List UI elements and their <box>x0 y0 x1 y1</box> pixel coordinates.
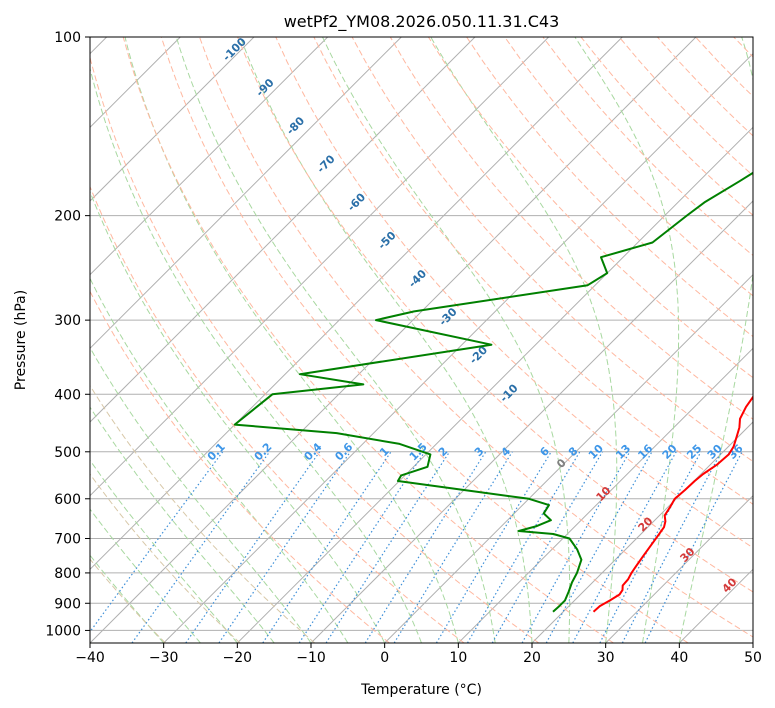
x-tick-label: 20 <box>523 650 541 666</box>
moist-adiabat-line <box>678 37 753 643</box>
mixing-ratio-line <box>262 451 392 643</box>
dry-adiabat-line <box>199 37 753 638</box>
y-axis-ticks: 100 200 300 400 500 600 700 800 900 1000 <box>45 30 90 639</box>
isotherm-line <box>90 37 255 202</box>
isotherm-line <box>457 347 753 643</box>
moist-adiabat-line <box>90 554 165 643</box>
temperature-profile-line <box>592 395 753 613</box>
sounding-profiles <box>233 171 753 613</box>
x-axis-label: Temperature (°C) <box>360 682 482 698</box>
dry-adiabat-line <box>90 185 465 643</box>
mixing-ratio-line <box>90 451 224 633</box>
mixing-ratio-line <box>545 451 653 643</box>
dry-adiabat-line <box>313 37 753 505</box>
dry-adiabat-line <box>275 37 753 549</box>
dry-adiabat-line <box>160 37 689 643</box>
mixing-ratio-line <box>131 451 271 643</box>
x-tick-label: 30 <box>597 650 615 666</box>
mixing-ratio-line <box>599 451 702 643</box>
isotherm-line <box>384 273 753 643</box>
x-tick-label: 40 <box>670 650 688 666</box>
isotherm-line <box>310 200 753 643</box>
x-tick-label: −40 <box>75 650 105 666</box>
background-lines <box>90 37 753 643</box>
isotherm-line <box>605 494 753 643</box>
chart-title: wetPf2_YM08.2026.050.11.31.C43 <box>284 12 560 32</box>
moist-adiabat-line <box>90 66 422 643</box>
isotherm-line <box>236 126 753 643</box>
isotherm-line <box>90 37 476 423</box>
dry-adiabat-line <box>466 37 753 338</box>
mixing-ratio-line <box>298 451 426 643</box>
dry-adiabat-line <box>90 473 241 643</box>
mixing-ratio-line <box>435 451 552 643</box>
dry-adiabat-line <box>237 37 753 593</box>
dry-adiabat-line <box>351 37 753 463</box>
moist-adiabat-line <box>322 37 571 643</box>
dry-adiabat-line <box>90 290 390 643</box>
x-tick-label: 10 <box>449 650 467 666</box>
y-tick-label: 500 <box>54 445 81 461</box>
isotherm-line <box>90 37 550 497</box>
dry-adiabat-line <box>90 55 540 643</box>
dewpoint-profile-line <box>233 171 753 613</box>
x-tick-label: 0 <box>380 650 389 666</box>
y-tick-label: 300 <box>54 313 81 329</box>
mixing-ratio-line <box>572 451 677 643</box>
mixing-ratio-line <box>644 451 743 643</box>
mixing-ratio-line <box>185 451 321 643</box>
y-axis-label: Pressure (hPa) <box>13 290 29 390</box>
y-tick-label: 700 <box>54 532 81 548</box>
y-tick-label: 1000 <box>45 623 81 639</box>
isotherm-line <box>90 37 623 571</box>
mixing-ratio-line <box>364 451 487 643</box>
moist-adiabat-line <box>90 190 386 643</box>
isotherm-line <box>531 421 753 643</box>
dry-adiabat-line <box>90 558 166 643</box>
x-tick-label: 50 <box>744 650 762 666</box>
isotherm-line <box>90 37 402 350</box>
y-tick-label: 200 <box>54 209 81 225</box>
dry-adiabat-line <box>504 37 753 297</box>
moist-adiabat-line <box>90 346 312 643</box>
dry-adiabat-line <box>122 37 614 643</box>
y-tick-label: 900 <box>54 596 81 612</box>
y-tick-label: 800 <box>54 566 81 582</box>
moist-adiabat-line <box>90 406 275 643</box>
y-tick-label: 400 <box>54 387 81 403</box>
isotherm-line <box>90 37 697 643</box>
plot-frame <box>89 36 754 644</box>
y-tick-label: 600 <box>54 492 81 508</box>
dry-adiabat-line <box>389 37 753 420</box>
x-tick-label: −10 <box>296 650 326 666</box>
moist-adiabat-line <box>124 37 459 643</box>
isotherm-line <box>90 37 329 276</box>
y-tick-label: 100 <box>54 30 81 46</box>
moist-adiabat-line <box>90 459 238 643</box>
moist-adiabat-line <box>430 37 618 643</box>
dry-adiabat-line <box>90 384 316 643</box>
mixing-ratio-line <box>218 451 351 643</box>
x-axis-ticks: −40 −30 −20 −10 0 10 20 30 40 50 <box>75 643 762 666</box>
mixing-ratio-line <box>325 451 451 643</box>
moist-adiabat-line <box>90 277 349 643</box>
moist-adiabat-line <box>90 508 201 643</box>
x-tick-label: −20 <box>223 650 253 666</box>
x-tick-label: −30 <box>149 650 179 666</box>
mixing-ratio-line <box>521 451 631 643</box>
moist-adiabat-line <box>239 37 533 643</box>
